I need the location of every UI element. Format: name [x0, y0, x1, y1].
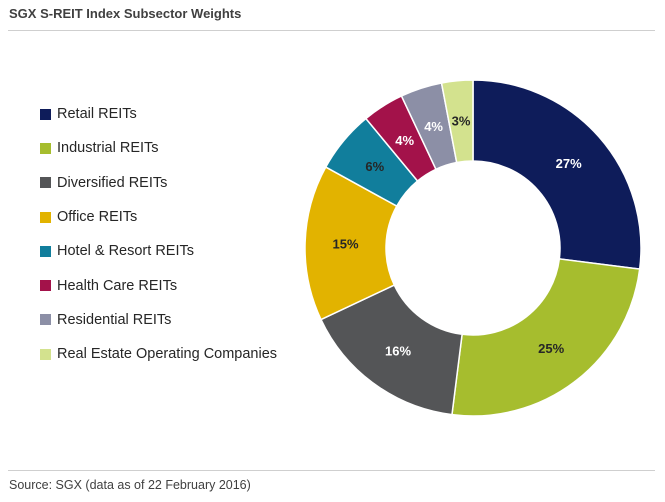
legend-label: Residential REITs — [57, 311, 172, 328]
data-label: 27% — [556, 156, 582, 171]
donut-slice — [451, 258, 641, 417]
legend-swatch — [40, 280, 51, 292]
legend-label: Hotel & Resort REITs — [57, 243, 194, 260]
data-label: 16% — [385, 344, 411, 359]
legend-item: Residential REITs — [40, 303, 277, 337]
legend-swatch — [40, 245, 51, 257]
source-divider — [8, 470, 655, 471]
legend-item: Health Care REITs — [40, 268, 277, 302]
legend-swatch — [40, 348, 51, 360]
legend-label: Office REITs — [57, 209, 138, 226]
donut-slice — [472, 79, 642, 270]
source-note: Source: SGX (data as of 22 February 2016… — [9, 478, 251, 492]
legend-swatch — [40, 142, 51, 154]
data-label: 25% — [538, 341, 564, 356]
legend-swatch — [40, 108, 51, 120]
data-label: 3% — [452, 114, 471, 129]
legend-item: Retail REITs — [40, 97, 277, 131]
data-label: 4% — [424, 119, 443, 134]
data-label: 15% — [333, 236, 359, 251]
legend-swatch — [40, 177, 51, 189]
legend-item: Hotel & Resort REITs — [40, 234, 277, 268]
legend-swatch — [40, 314, 51, 326]
chart-legend: Retail REITs Industrial REITs Diversified … — [40, 97, 277, 371]
legend-label: Retail REITs — [57, 106, 137, 123]
title-divider — [8, 30, 655, 31]
legend-label: Diversified REITs — [57, 174, 168, 191]
data-label: 6% — [365, 159, 384, 174]
data-label: 4% — [395, 133, 414, 148]
legend-item: Diversified REITs — [40, 166, 277, 200]
legend-swatch — [40, 211, 51, 223]
legend-label: Health Care REITs — [57, 277, 178, 294]
legend-label: Industrial REITs — [57, 140, 159, 157]
legend-item: Office REITs — [40, 200, 277, 234]
legend-item: Real Estate Operating Companies — [40, 337, 277, 371]
legend-label: Real Estate Operating Companies — [57, 346, 278, 363]
chart-title: SGX S-REIT Index Subsector Weights — [9, 6, 242, 21]
donut-slice — [440, 79, 474, 164]
legend-item: Industrial REITs — [40, 131, 277, 165]
